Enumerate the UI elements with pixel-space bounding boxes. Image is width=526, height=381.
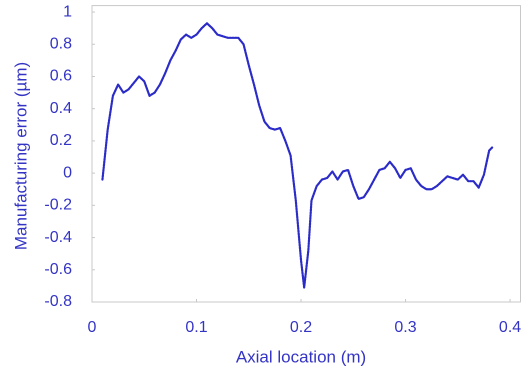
y-tick-label: -0.6 [44, 261, 72, 278]
y-tick-label: -0.8 [44, 293, 72, 310]
data-line [101, 22, 494, 289]
x-tick-label: 0.1 [185, 319, 207, 336]
x-tick-label: 0.2 [290, 319, 312, 336]
y-tick-label: 0.6 [50, 68, 72, 85]
x-tick-label: 0 [88, 319, 97, 336]
y-tick-label: 0.8 [50, 35, 72, 52]
y-axis-title: Manufacturing error (µm) [11, 62, 30, 250]
y-tick-label: -0.2 [44, 197, 72, 214]
x-tick-label: 0.3 [394, 319, 416, 336]
y-tick-label: 1 [63, 3, 72, 20]
plot-frame [91, 5, 521, 303]
y-tick-label: -0.4 [44, 229, 72, 246]
x-axis-title: Axial location (m) [236, 347, 366, 366]
y-tick-label: 0 [63, 164, 72, 181]
y-tick-label: 0.2 [50, 132, 72, 149]
x-tick-label: 0.4 [499, 319, 521, 336]
y-tick-label: 0.4 [50, 100, 72, 117]
